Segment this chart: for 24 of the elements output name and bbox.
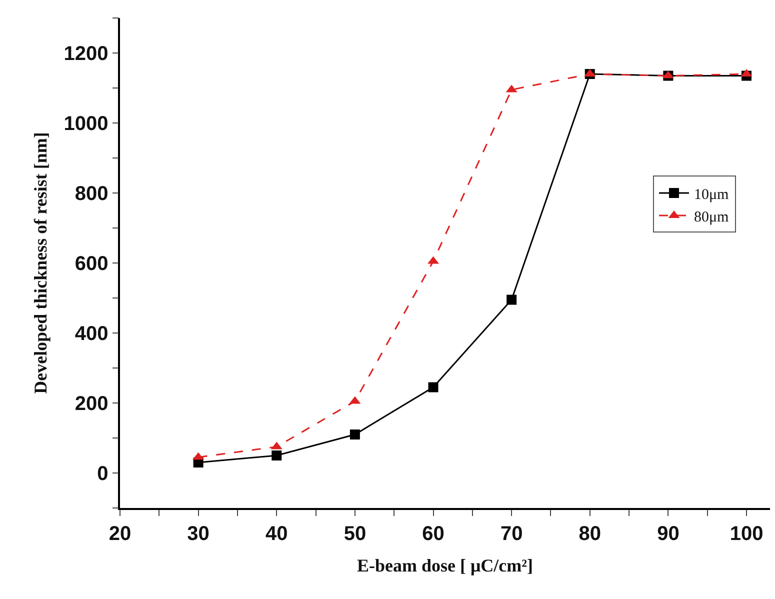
y-tick-label: 0 — [97, 463, 108, 485]
x-tick-label: 60 — [422, 522, 444, 545]
x-axis-title: E-beam dose [ μC/cm²] — [356, 555, 534, 576]
x-tick-label: 40 — [266, 522, 288, 545]
point — [272, 450, 282, 460]
legend-label: 10μm — [694, 186, 730, 203]
x-tick-label: 90 — [657, 522, 680, 545]
y-axis-title: Developed thickness of resist [nm] — [30, 132, 50, 394]
x-tick-label: 30 — [187, 522, 210, 545]
y-tick-label: 1200 — [64, 43, 108, 65]
x-tick-label: 70 — [500, 522, 523, 545]
y-tick-label: 200 — [74, 393, 108, 415]
x-tick-label: 50 — [344, 522, 366, 545]
y-tick-label: 600 — [74, 253, 108, 275]
point — [350, 430, 360, 440]
y-tick-label: 1000 — [64, 113, 108, 135]
x-tick-label: 100 — [730, 522, 764, 545]
x-tick-label: 80 — [578, 522, 602, 545]
point — [506, 294, 517, 305]
y-tick-label: 400 — [74, 323, 108, 345]
x-tick-label: 20 — [108, 522, 132, 545]
point — [428, 382, 438, 392]
y-tick-label: 800 — [74, 183, 108, 205]
legend-label: 80μm — [694, 209, 730, 226]
